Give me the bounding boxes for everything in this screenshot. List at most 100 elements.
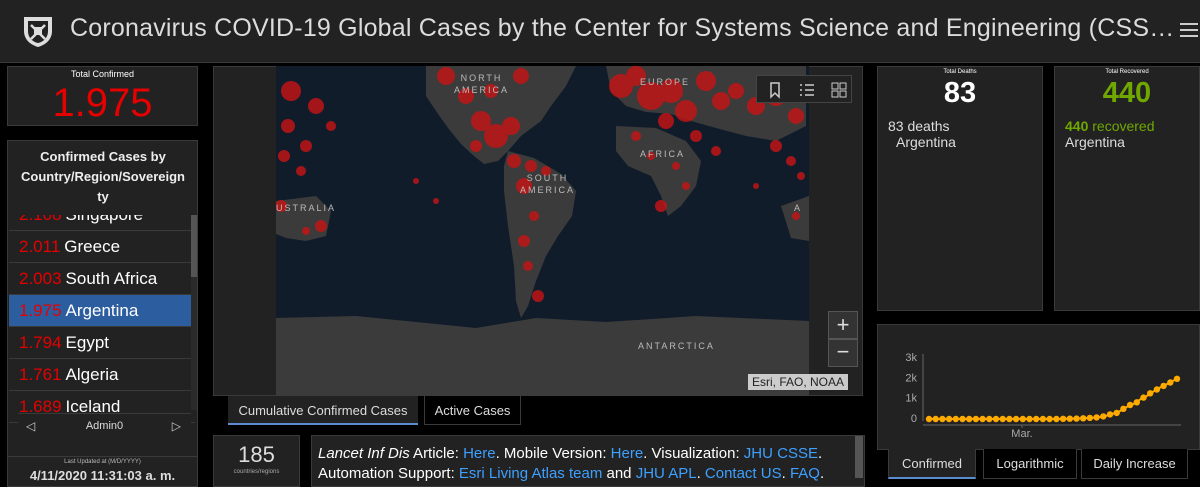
chart-data-point[interactable] <box>1167 379 1174 386</box>
tab-daily-increase-chart[interactable]: Daily Increase <box>1081 449 1188 479</box>
zoom-out-button[interactable]: − <box>828 339 858 367</box>
recovered-detail: 440 recovered <box>1065 118 1155 134</box>
zoom-in-button[interactable]: + <box>828 311 858 339</box>
list-scrollbar[interactable] <box>191 215 197 410</box>
map-label-antarctica: ANTARCTICA <box>638 341 715 351</box>
last-updated-panel: Last Updated at (M/D/YYYY) 4/11/2020 11:… <box>7 456 198 487</box>
info-text-fragment: . <box>817 445 823 462</box>
chart-data-point[interactable] <box>999 415 1006 423</box>
last-updated-value: 4/11/2020 11:31:03 a. m. <box>29 468 176 483</box>
list-item-selected[interactable]: 1.975 Argentina <box>9 295 195 327</box>
chart-data-point[interactable] <box>959 415 966 423</box>
info-text-fragment: and <box>602 465 636 482</box>
map-canvas <box>275 66 809 396</box>
info-text-fragment: Automation Support: <box>318 465 459 482</box>
tab-cumulative-confirmed[interactable]: Cumulative Confirmed Cases <box>228 396 418 425</box>
confirmed-line-chart: 0 1k 2k 3k Mar. <box>905 352 1181 440</box>
chart-data-point[interactable] <box>1059 415 1067 422</box>
list-item[interactable]: 2.003 South Africa <box>9 263 195 295</box>
chart-data-point[interactable] <box>1073 415 1080 422</box>
chart-data-point[interactable] <box>1140 394 1147 401</box>
chart-data-point[interactable] <box>1019 415 1026 423</box>
chart-data-point[interactable] <box>945 415 953 423</box>
next-arrow-icon[interactable]: ▷ <box>171 419 181 433</box>
chart-data-point[interactable] <box>1039 415 1047 423</box>
hamburger-menu-icon[interactable] <box>1176 16 1200 44</box>
bookmark-icon[interactable] <box>765 80 785 100</box>
chart-data-point[interactable] <box>966 415 973 423</box>
list-item-name: South Africa <box>65 269 158 288</box>
chart-x-tick-label: Mar. <box>1011 428 1032 440</box>
page-title: Coronavirus COVID-19 Global Cases by the… <box>70 14 1175 42</box>
chart-data-point[interactable] <box>1046 415 1053 423</box>
world-map[interactable]: NORTH AMERICA EUROPE AFRICA SOUTH AMERIC… <box>275 66 809 396</box>
chart-data-point[interactable] <box>1160 382 1167 390</box>
chart-data-point[interactable] <box>1126 401 1134 409</box>
chart-data-point[interactable] <box>1066 415 1073 422</box>
list-scrollbar-thumb[interactable] <box>191 215 197 277</box>
mobile-version-link[interactable]: Here <box>610 445 644 462</box>
article-link[interactable]: Here <box>463 445 496 462</box>
chart-data-point[interactable] <box>972 415 980 423</box>
jhu-apl-link[interactable]: JHU APL <box>635 465 697 482</box>
chart-data-point[interactable] <box>986 415 993 423</box>
list-item-value: 1.761 <box>19 365 62 384</box>
deaths-detail-suffix: deaths <box>903 118 950 134</box>
chart-data-point[interactable] <box>1147 390 1154 397</box>
basemap-gallery-icon[interactable] <box>829 80 849 100</box>
chart-data-point[interactable] <box>1033 415 1040 423</box>
info-line-1: Lancet Inf Dis Article: Here. Mobile Ver… <box>318 444 848 464</box>
deaths-country: Argentina <box>896 134 956 150</box>
jhu-csse-link[interactable]: JHU CSSE <box>743 445 818 462</box>
chart-data-point[interactable] <box>992 415 1000 423</box>
list-item[interactable]: 2.011 Greece <box>9 231 195 263</box>
chart-data-point[interactable] <box>1120 405 1127 412</box>
confirmed-list-title-line: Country/Region/Sovereign <box>21 169 185 184</box>
countries-count-panel: 185 countries/regions <box>213 435 300 487</box>
tab-confirmed-chart[interactable]: Confirmed <box>888 449 976 479</box>
chart-data-point[interactable] <box>939 415 946 423</box>
chart-data-point[interactable] <box>1053 415 1060 423</box>
info-scrollbar[interactable] <box>855 436 863 478</box>
list-item[interactable]: 1.761 Algeria <box>9 359 195 391</box>
list-item-value: 1.794 <box>19 333 62 352</box>
chart-data-point[interactable] <box>1086 414 1094 422</box>
map-toolbar <box>756 75 852 103</box>
countries-count-label: countries/regions <box>233 469 280 475</box>
tab-active-cases[interactable]: Active Cases <box>424 396 521 425</box>
chart-data-point[interactable] <box>1133 399 1140 406</box>
countries-count-value: 185 <box>238 442 275 467</box>
confirmed-list-panel: Confirmed Cases by Country/Region/Sovere… <box>7 140 198 457</box>
map-label-south-america: SOUTH AMERICA <box>520 172 575 196</box>
list-item[interactable]: 2.108 Singapore <box>9 215 195 231</box>
chart-y-tick-label: 2k <box>905 372 917 384</box>
chart-data-point[interactable] <box>1080 415 1087 422</box>
chart-data-point[interactable] <box>932 415 939 423</box>
previous-arrow-icon[interactable]: ◁ <box>26 419 36 433</box>
list-item[interactable]: 1.794 Egypt <box>9 327 195 359</box>
chart-data-point[interactable] <box>1012 415 1020 423</box>
legend-list-icon[interactable] <box>797 80 817 100</box>
lancet-label: Lancet Inf Dis <box>318 445 410 462</box>
deaths-detail-value: 83 <box>888 118 904 134</box>
chart-data-point[interactable] <box>1153 386 1161 393</box>
chart-data-point[interactable] <box>979 415 986 423</box>
faq-link[interactable]: FAQ <box>789 465 820 482</box>
chart-data-point[interactable] <box>1100 413 1107 420</box>
chart-data-point[interactable] <box>1113 409 1120 417</box>
tab-logarithmic-chart[interactable]: Logarithmic <box>983 449 1077 479</box>
chart-data-point[interactable] <box>925 415 933 423</box>
chart-data-point[interactable] <box>1026 415 1033 423</box>
list-item[interactable]: 1.689 Iceland <box>9 391 195 423</box>
chart-data-point[interactable] <box>952 415 959 423</box>
list-pager-label: Admin0 <box>85 420 124 432</box>
chart-data-point[interactable] <box>1173 375 1181 382</box>
chart-data-point[interactable] <box>1006 415 1013 423</box>
info-text-fragment: . <box>819 465 825 482</box>
esri-team-link[interactable]: Esri Living Atlas team <box>458 465 603 482</box>
contact-us-link[interactable]: Contact US <box>704 465 782 482</box>
chart-data-point[interactable] <box>1106 411 1114 418</box>
last-updated-label: Last Updated at (M/D/YYYY) <box>64 459 141 465</box>
chart-data-point[interactable] <box>1093 414 1100 421</box>
